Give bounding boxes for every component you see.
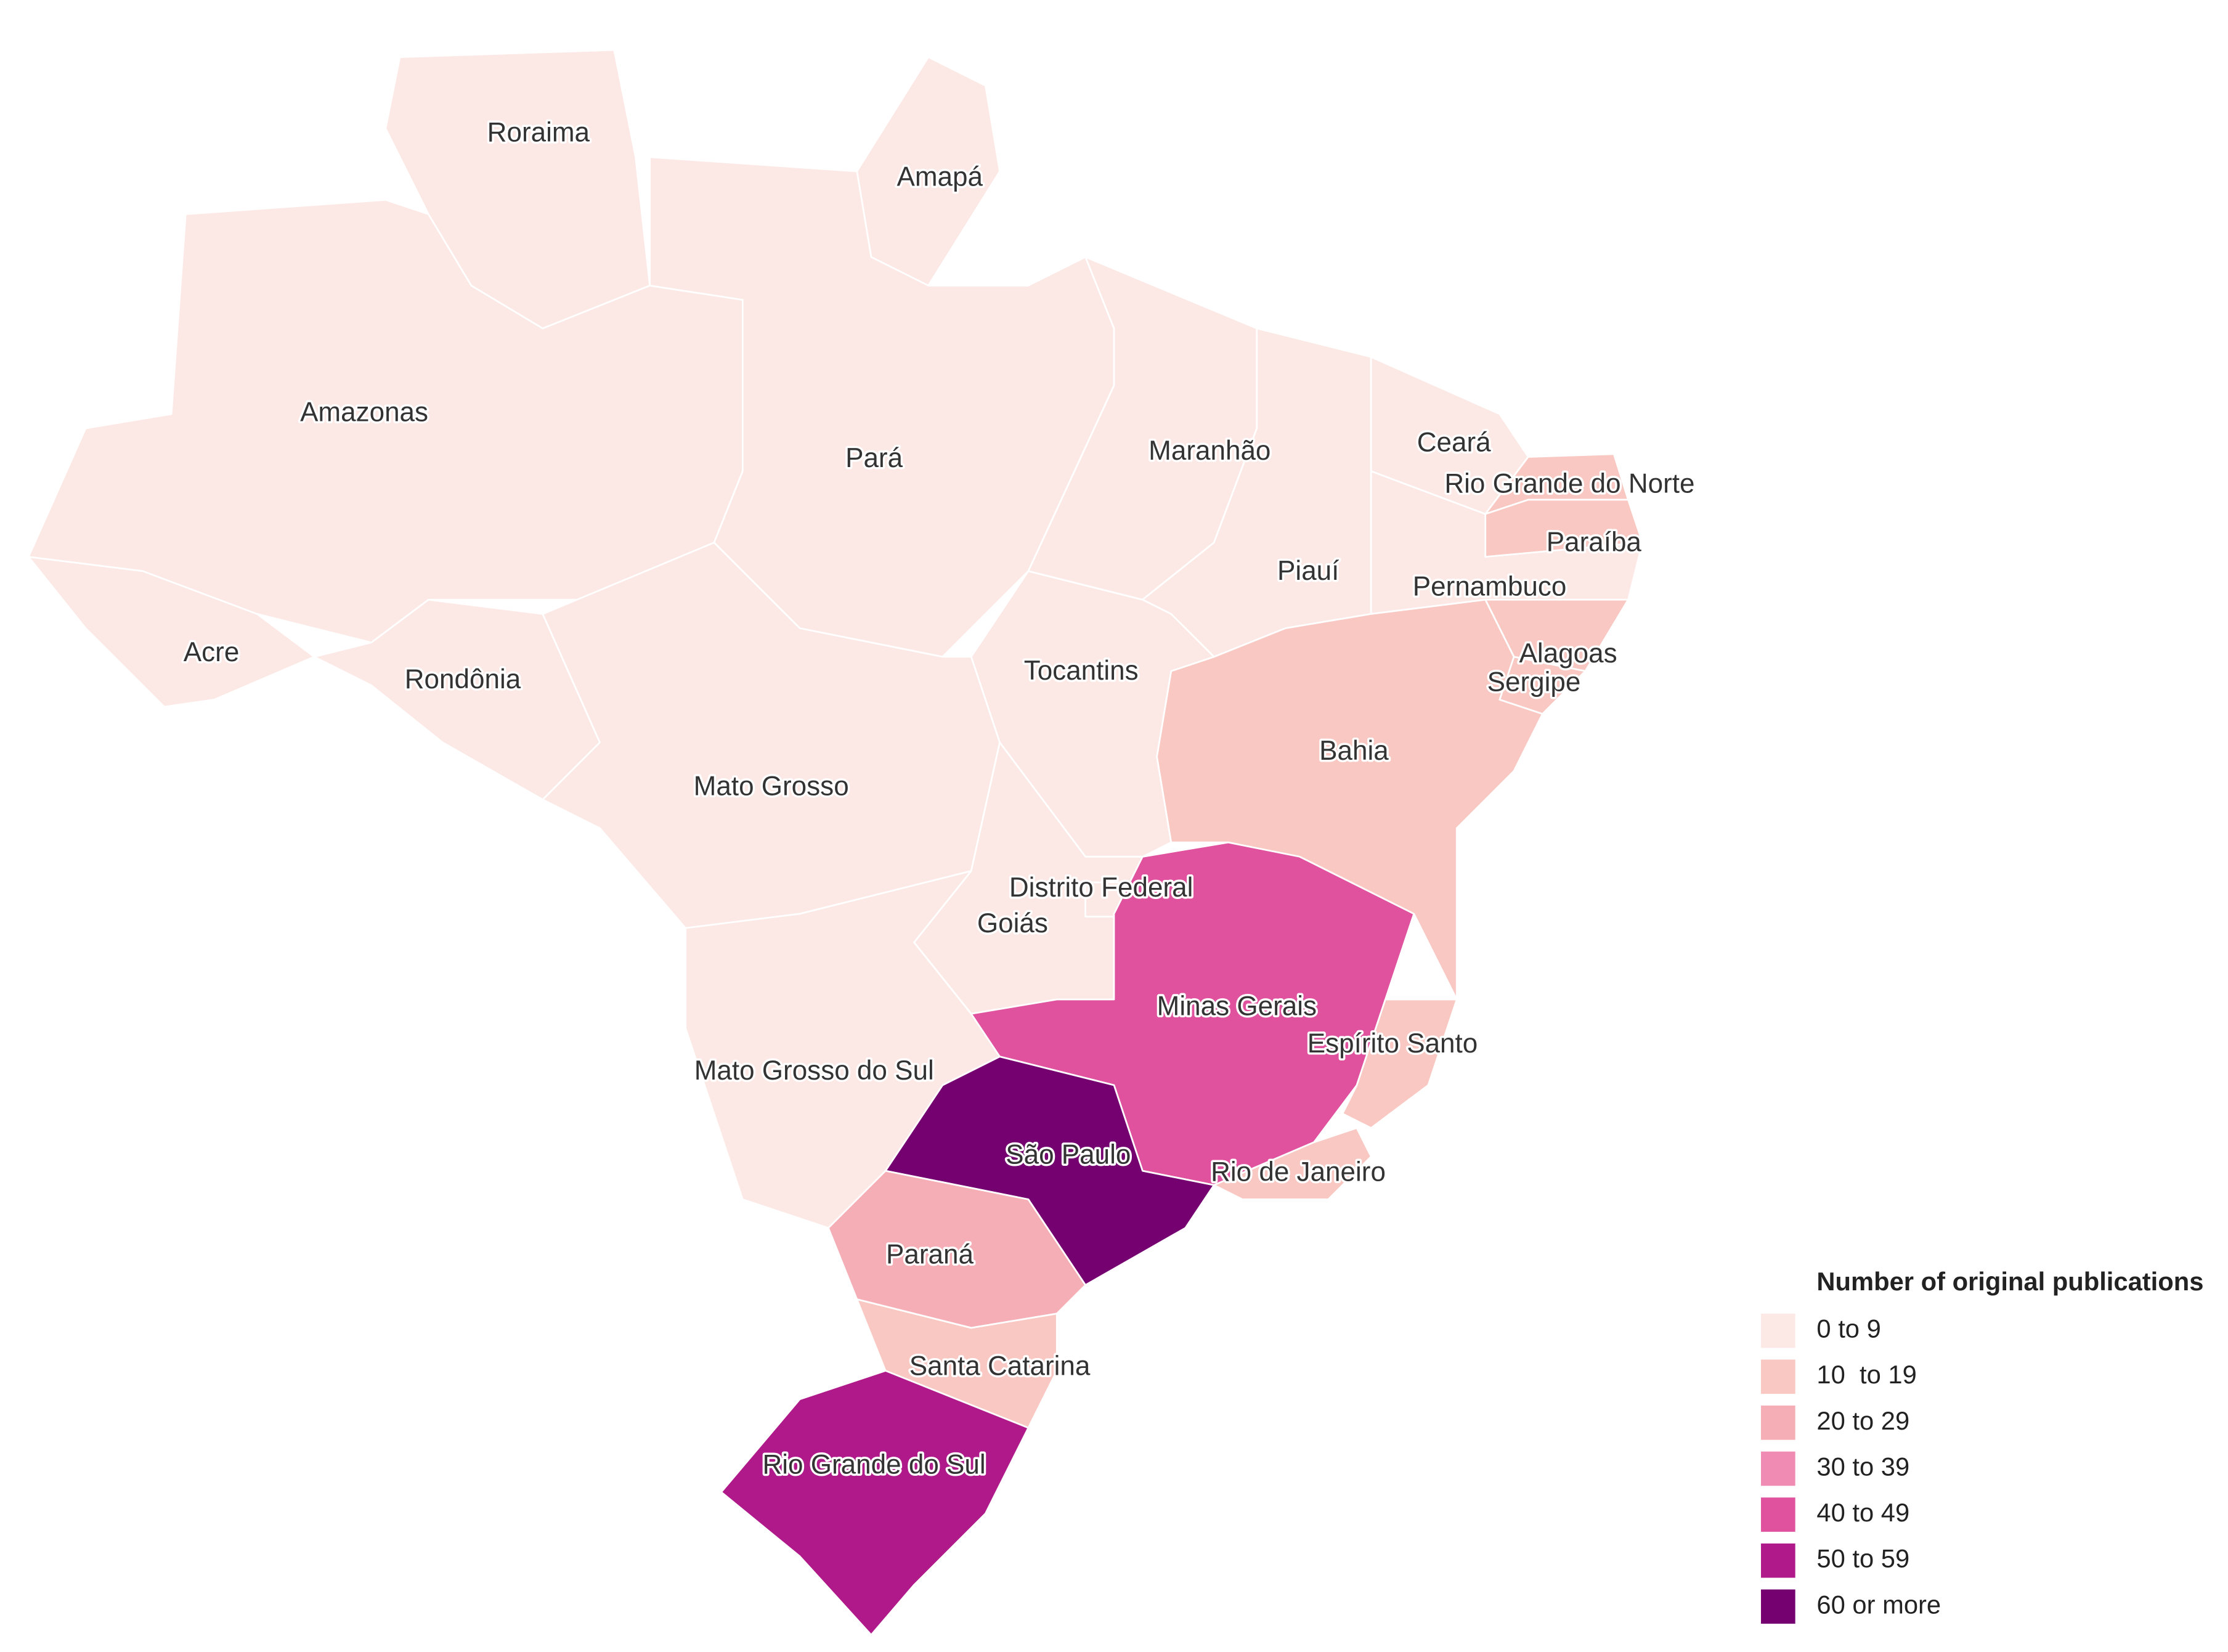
state-label: Ceará (1417, 427, 1491, 457)
state-label: Goiás (977, 908, 1048, 938)
state-label: Mato Grosso (694, 771, 849, 802)
state-label: Minas Gerais (1157, 991, 1317, 1022)
state-region (1341, 998, 1458, 1129)
state-label: Distrito Federal (1009, 873, 1193, 903)
state-label: Acre (184, 637, 240, 667)
legend-label: 30 to 39 (1816, 1452, 1909, 1481)
state-regions (27, 49, 1644, 1636)
legend-label: 40 to 49 (1816, 1498, 1909, 1527)
legend-title: Number of original publications (1816, 1267, 2203, 1296)
legend-swatch (1761, 1589, 1795, 1624)
state-label: Maranhão (1149, 436, 1271, 466)
state-label: Pernambuco (1413, 571, 1567, 601)
legend: Number of original publications 0 to 9 10… (1761, 1267, 2203, 1624)
legend-label: 20 to 29 (1816, 1406, 1909, 1435)
legend-label: 50 to 59 (1816, 1544, 1909, 1573)
state-label: Roraima (487, 117, 590, 147)
state-region (1213, 1127, 1372, 1200)
legend-swatch (1761, 1543, 1795, 1578)
state-label: Espírito Santo (1307, 1028, 1478, 1059)
legend-swatch (1761, 1406, 1795, 1440)
state-label: Rio de Janeiro (1211, 1157, 1386, 1187)
state-labels: Amazonas Acre Rondônia Roraima Amapá Pará Mara… (181, 115, 1697, 1482)
legend-swatch (1761, 1313, 1795, 1348)
state-label: Rio Grande do Norte (1444, 468, 1694, 498)
legend-swatch (1761, 1497, 1795, 1532)
legend-swatch (1761, 1359, 1795, 1394)
state-label: Alagoas (1519, 638, 1617, 669)
legend-label: 0 to 9 (1816, 1314, 1880, 1343)
legend-label: 60 or more (1816, 1590, 1941, 1619)
state-label: Tocantins (1024, 656, 1139, 686)
state-region (720, 1370, 1030, 1636)
state-label: Amapá (896, 161, 983, 192)
state-region (384, 49, 651, 330)
state-label: Santa Catarina (909, 1351, 1091, 1381)
state-label: Rio Grande do Sul (762, 1449, 985, 1479)
state-label: Pará (845, 443, 903, 473)
legend-label: 10 to 19 (1816, 1360, 1916, 1389)
state-label: Amazonas (300, 397, 428, 428)
state-label: Piauí (1277, 556, 1340, 586)
state-label: Paraná (886, 1240, 974, 1270)
state-label: São Paulo (1006, 1140, 1131, 1170)
state-region (27, 556, 315, 708)
state-region (1156, 598, 1543, 1001)
state-label: Sergipe (1487, 667, 1581, 698)
state-label: Rondônia (405, 664, 521, 694)
legend-swatch (1761, 1451, 1795, 1486)
state-label: Bahia (1319, 736, 1389, 766)
state-label: Paraíba (1547, 527, 1642, 557)
state-label: Mato Grosso do Sul (694, 1056, 934, 1086)
